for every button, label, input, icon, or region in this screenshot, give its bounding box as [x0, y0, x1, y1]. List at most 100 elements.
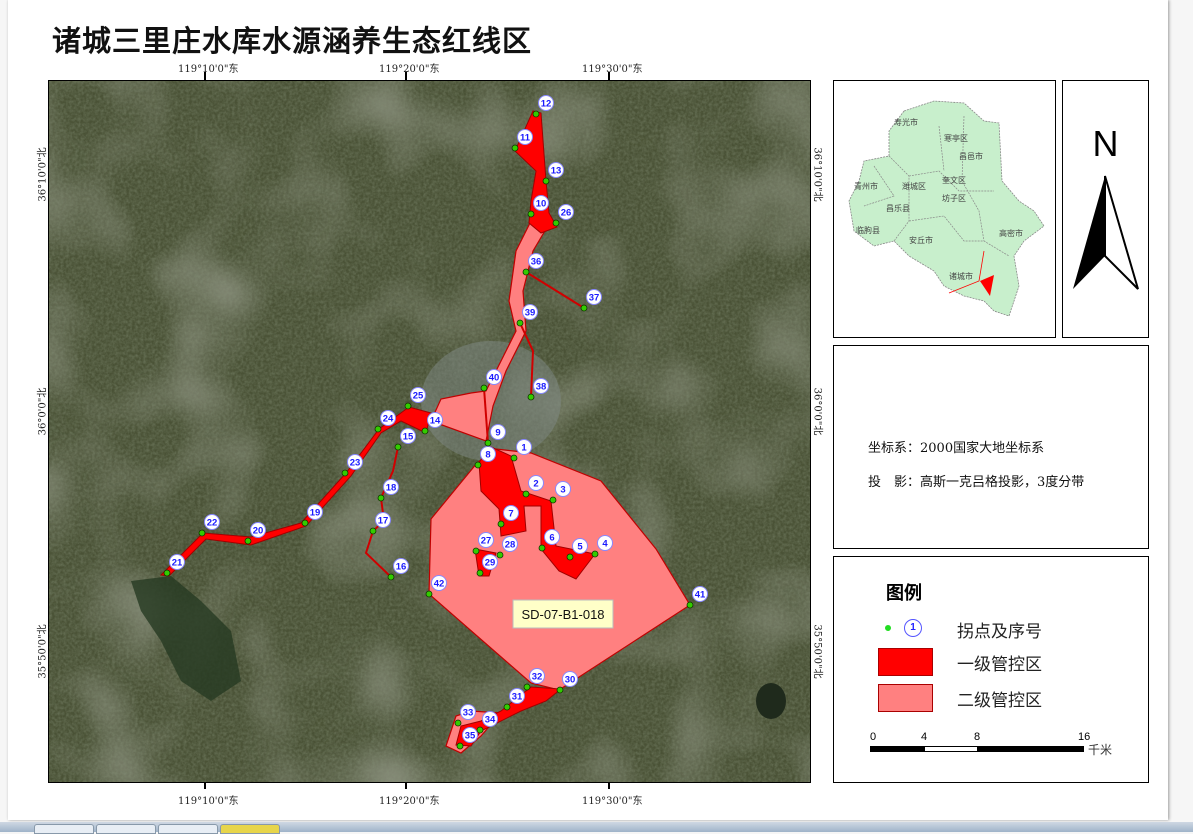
turning-point-23[interactable] — [341, 469, 349, 477]
map-frame[interactable]: 1 2 3 4 5 6 7 8 9 10 11 12 13 14 15 16 17 18 19 20 21 22 23 24 2… — [48, 80, 811, 783]
turning-point-33[interactable] — [454, 719, 462, 727]
point-label-badge — [548, 162, 564, 178]
point-number-label: 16 — [396, 562, 407, 573]
turning-point-26[interactable] — [552, 219, 560, 227]
turning-point-27[interactable] — [472, 547, 480, 555]
taskbar-button[interactable] — [34, 824, 94, 834]
turning-point-28[interactable] — [496, 551, 504, 559]
info-panel: 坐标系：2000国家大地坐标系 投 影：高斯一克吕格投影，3度分带 — [833, 345, 1149, 549]
turning-point-13[interactable] — [542, 177, 550, 185]
point-label-badge — [410, 387, 426, 403]
point-number-label: 40 — [489, 373, 500, 384]
turning-point-1[interactable] — [510, 454, 518, 462]
point-number-label: 20 — [253, 526, 264, 537]
turning-point-15[interactable] — [394, 443, 402, 451]
lat-label-right-2: 36°0'0"北 — [811, 387, 823, 436]
point-number-label: 8 — [485, 450, 490, 461]
point-label-badge — [572, 538, 588, 554]
turning-point-25[interactable] — [404, 402, 412, 410]
point-number-label: 29 — [485, 558, 496, 569]
turning-point-5[interactable] — [566, 553, 574, 561]
turning-point-7[interactable] — [497, 520, 505, 528]
turning-point-35[interactable] — [456, 742, 464, 750]
lon-label-top-1: 119°10'0"东 — [178, 64, 239, 75]
legend-title: 图例 — [886, 583, 922, 604]
turning-point-10[interactable] — [527, 210, 535, 218]
turning-point-2[interactable] — [522, 490, 530, 498]
turning-point-29[interactable] — [476, 569, 484, 577]
point-label-badge — [533, 378, 549, 394]
primary-zone-swatch — [878, 648, 933, 676]
turning-point-39[interactable] — [516, 319, 524, 327]
turning-point-31[interactable] — [503, 703, 511, 711]
lon-label-bottom-2: 119°20'0"东 — [379, 796, 440, 807]
turning-point-17[interactable] — [369, 527, 377, 535]
primary-control-zone[interactable] — [159, 110, 596, 747]
point-number-label: 15 — [403, 432, 414, 443]
turning-point-22[interactable] — [198, 529, 206, 537]
point-number-label: 36 — [531, 257, 542, 268]
point-number-label: 35 — [465, 731, 476, 742]
point-label-badge — [538, 95, 554, 111]
turning-point-16[interactable] — [387, 573, 395, 581]
legend-label-primary: 一级管控区 — [957, 655, 1042, 675]
turning-point-42[interactable] — [425, 590, 433, 598]
inset-region-label: 寒亭区 — [944, 133, 968, 143]
point-label-badge — [486, 369, 502, 385]
turning-point-21[interactable] — [163, 569, 171, 577]
turning-point-14[interactable] — [421, 427, 429, 435]
turning-point-3[interactable] — [549, 496, 557, 504]
point-number-label: 21 — [172, 558, 183, 569]
point-number-label: 13 — [551, 166, 562, 177]
turning-point-6[interactable] — [538, 544, 546, 552]
lon-label-bottom-1: 119°10'0"东 — [178, 796, 239, 807]
point-number-label: 5 — [577, 542, 583, 553]
point-number-label: 38 — [536, 382, 547, 393]
taskbar-button[interactable] — [220, 824, 280, 834]
point-label-badge — [169, 554, 185, 570]
turning-point-18[interactable] — [377, 494, 385, 502]
taskbar — [0, 822, 1193, 834]
point-number-label: 39 — [525, 308, 536, 319]
turning-point-11[interactable] — [511, 144, 519, 152]
inset-region-label: 昌邑市 — [959, 151, 983, 161]
turning-point-34[interactable] — [476, 726, 484, 734]
inset-region-label: 青州市 — [854, 181, 878, 191]
point-number-label: 31 — [512, 692, 523, 703]
point-number-label: 10 — [536, 199, 547, 210]
turning-point-20[interactable] — [244, 537, 252, 545]
turning-points: 1234567891011121314151617181920212223242… — [163, 95, 708, 750]
inset-region-label: 诸城市 — [949, 271, 973, 281]
turning-point-36[interactable] — [522, 268, 530, 276]
point-label-badge — [528, 475, 544, 491]
turning-point-24[interactable] — [374, 425, 382, 433]
scale-tick-0: 0 — [870, 731, 877, 743]
weifang-region-shape — [848, 100, 1045, 317]
turning-point-12[interactable] — [532, 110, 540, 118]
lat-label-left-3: 35°50'0"北 — [37, 624, 49, 679]
point-label-badge — [528, 253, 544, 269]
turning-point-32[interactable] — [523, 683, 531, 691]
north-label: N — [1092, 123, 1119, 164]
point-number-label: 14 — [430, 416, 441, 427]
turning-point-8[interactable] — [474, 461, 482, 469]
turning-point-30[interactable] — [556, 686, 564, 694]
point-label-badge — [307, 504, 323, 520]
point-number-label: 32 — [532, 672, 543, 683]
turning-point-9[interactable] — [484, 439, 492, 447]
taskbar-button[interactable] — [158, 824, 218, 834]
turning-point-40[interactable] — [480, 384, 488, 392]
turning-point-38[interactable] — [527, 393, 535, 401]
taskbar-button[interactable] — [96, 824, 156, 834]
map-canvas[interactable]: 1234567891011121314151617181920212223242… — [49, 81, 810, 782]
turning-point-4[interactable] — [591, 550, 599, 558]
inset-region-label: 寿光市 — [894, 117, 918, 127]
turning-point-41[interactable] — [686, 601, 694, 609]
point-label-badge — [380, 410, 396, 426]
point-label-badge — [517, 129, 533, 145]
point-label-badge — [490, 424, 506, 440]
point-label-badge — [393, 558, 409, 574]
point-label-badge — [478, 532, 494, 548]
turning-point-19[interactable] — [301, 519, 309, 527]
turning-point-37[interactable] — [580, 304, 588, 312]
